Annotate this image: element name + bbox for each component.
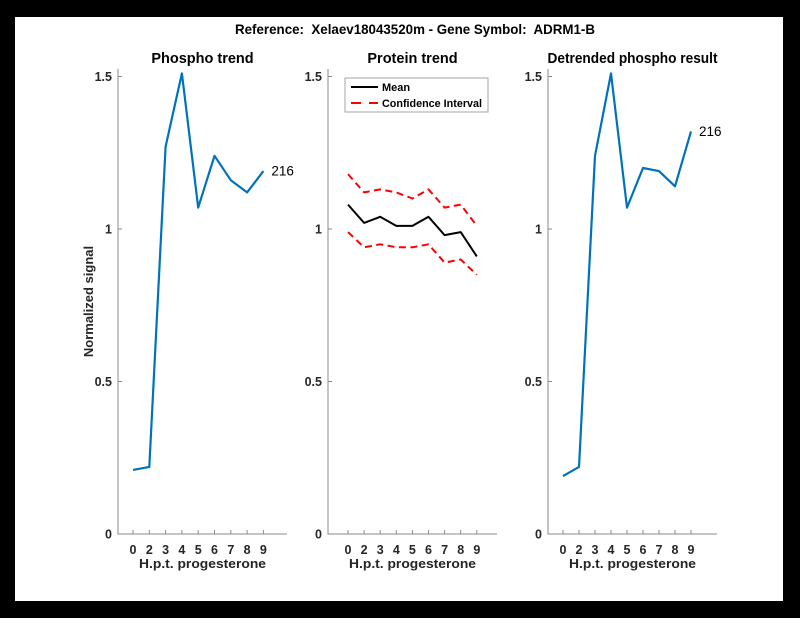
x-tick-label: 7 — [656, 543, 663, 557]
x-tick-label: 3 — [377, 543, 384, 557]
x-axis-label: H.p.t. progesterone — [349, 556, 476, 571]
x-tick-label: 3 — [592, 543, 599, 557]
plot-title: Protein trend — [367, 51, 457, 67]
x-tick-label: 5 — [409, 543, 416, 557]
x-tick-label: 8 — [672, 543, 679, 557]
y-tick-label: 0 — [535, 527, 542, 541]
x-tick-label: 6 — [425, 543, 432, 557]
y-tick-label: 0.5 — [305, 375, 322, 389]
y-tick-label: 0 — [105, 527, 112, 541]
x-tick-label: 0 — [130, 543, 137, 557]
mean-line — [347, 203, 478, 257]
ci-upper-line — [347, 173, 478, 227]
x-tick-label: 9 — [688, 543, 695, 557]
phospho-line — [132, 72, 265, 471]
y-tick-label: 1.5 — [525, 70, 542, 84]
series-end-label: 216 — [699, 124, 722, 139]
x-axis-label: H.p.t. progesterone — [569, 556, 696, 571]
y-tick-label: 1.5 — [95, 70, 112, 84]
figure-frame: Reference: Xelaev18043520m - Gene Symbol… — [15, 17, 783, 601]
legend-label: Mean — [382, 82, 410, 94]
y-tick-label: 0.5 — [525, 375, 542, 389]
x-tick-label: 6 — [640, 543, 647, 557]
series-end-label: 216 — [271, 164, 294, 179]
x-tick-label: 9 — [473, 543, 480, 557]
x-tick-label: 2 — [576, 543, 583, 557]
y-tick-label: 1 — [535, 222, 542, 236]
x-tick-label: 2 — [146, 543, 153, 557]
x-tick-label: 3 — [162, 543, 169, 557]
legend-box — [344, 77, 489, 113]
axis-spines — [117, 69, 287, 535]
x-tick-label: 8 — [457, 543, 464, 557]
x-tick-label: 6 — [211, 543, 218, 557]
legend: Mean Confidence Interval — [344, 77, 489, 113]
x-tick-label: 4 — [393, 543, 400, 557]
x-tick-label: 7 — [227, 543, 234, 557]
x-tick-label: 5 — [195, 543, 202, 557]
x-tick-label: 0 — [560, 543, 567, 557]
y-axis-label: Normalized signal — [81, 246, 96, 357]
y-tick-label: 1 — [105, 222, 112, 236]
y-tick-label: 1.5 — [305, 70, 322, 84]
legend-label: Confidence Interval — [382, 98, 482, 110]
x-tick-label: 7 — [441, 543, 448, 557]
x-tick-label: 0 — [345, 543, 352, 557]
detrended-line — [562, 72, 693, 478]
figure-canvas: Reference: Xelaev18043520m - Gene Symbol… — [81, 21, 722, 571]
ci-lower-line — [347, 231, 478, 276]
x-tick-label: 8 — [244, 543, 251, 557]
y-tick-label: 0 — [315, 527, 322, 541]
x-tick-label: 4 — [178, 543, 185, 557]
axis-spines — [327, 69, 497, 535]
plot-title: Detrended phospho result — [548, 51, 718, 67]
y-tick-label: 1 — [315, 222, 322, 236]
axis-spines — [547, 69, 717, 535]
x-tick-label: 9 — [260, 543, 267, 557]
figure-title: Reference: Xelaev18043520m - Gene Symbol… — [235, 21, 595, 37]
plot-title: Phospho trend — [151, 51, 253, 67]
x-tick-label: 4 — [608, 543, 615, 557]
x-tick-label: 2 — [361, 543, 368, 557]
x-tick-label: 5 — [624, 543, 631, 557]
y-tick-label: 0.5 — [95, 375, 112, 389]
x-axis-label: H.p.t. progesterone — [139, 556, 266, 571]
